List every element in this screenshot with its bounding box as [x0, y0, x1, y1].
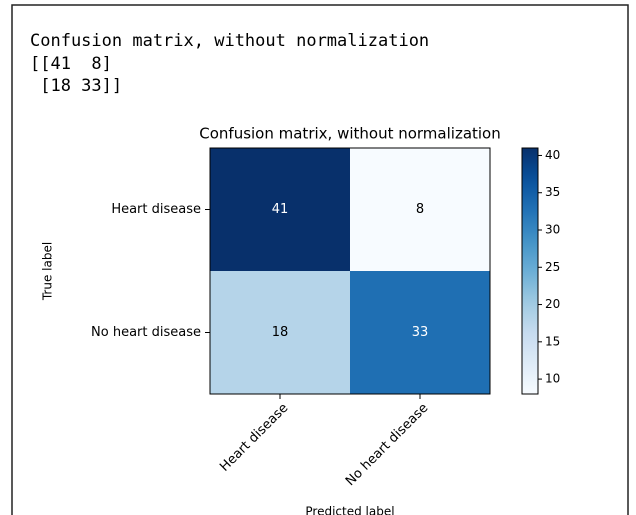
cell [350, 148, 490, 271]
colorbar-tick-label: 20 [545, 297, 560, 311]
colorbar-tick-label: 30 [545, 223, 560, 237]
console-line: [[41 8] [30, 54, 112, 74]
colorbar-tick-label: 15 [545, 334, 560, 348]
plot-frame [209, 147, 491, 395]
cell [350, 271, 490, 394]
cell-label: 18 [272, 325, 289, 340]
colorbar-tick-label: 35 [545, 185, 560, 199]
cell [210, 271, 350, 394]
colorbar-tick-label: 40 [545, 148, 560, 162]
colorbar-tick-label: 10 [545, 372, 560, 386]
colorbar-tick-label: 25 [545, 260, 560, 274]
x-axis-label: Predicted label [305, 505, 394, 515]
cell [210, 148, 350, 271]
console-line: Confusion matrix, without normalization [30, 31, 429, 51]
cell-label: 33 [412, 325, 429, 340]
y-tick-label: Heart disease [111, 202, 201, 217]
chart-title: Confusion matrix, without normalization [199, 125, 501, 143]
y-axis-label: True label [41, 242, 55, 301]
cell-label: 41 [272, 202, 289, 217]
console-line: [18 33]] [30, 76, 122, 96]
cell-label: 8 [416, 202, 424, 217]
colorbar [521, 147, 539, 395]
y-tick-label: No heart disease [91, 325, 201, 340]
